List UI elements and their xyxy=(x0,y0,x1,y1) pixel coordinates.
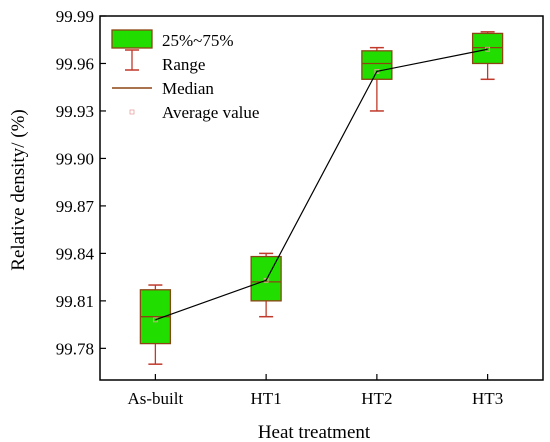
legend-mean-swatch xyxy=(129,109,135,115)
y-tick-label: 99.93 xyxy=(56,102,94,121)
mean-trend-line xyxy=(155,48,488,321)
legend-label: Average value xyxy=(162,103,259,122)
box-ht3 xyxy=(471,31,504,81)
y-axis-title: Relative density/ (%) xyxy=(8,109,29,270)
y-tick-label: 99.87 xyxy=(56,197,95,216)
legend-box-swatch xyxy=(111,29,153,49)
legend: 25%~75% Range Median Average value xyxy=(111,29,259,122)
x-axis-ticks: As-built HT1 HT2 HT3 xyxy=(128,374,503,408)
y-tick-label: 99.99 xyxy=(56,7,94,26)
legend-item-mean: Average value xyxy=(129,103,259,122)
y-tick-label: 99.96 xyxy=(56,54,94,73)
y-tick-label: 99.90 xyxy=(56,149,94,168)
x-tick-label: HT2 xyxy=(361,389,392,408)
box-ht1 xyxy=(250,252,282,318)
y-tick-label: 99.81 xyxy=(56,292,94,311)
legend-label: Median xyxy=(162,79,214,98)
mean-marker xyxy=(263,277,269,283)
y-tick-label: 99.84 xyxy=(56,244,95,263)
iqr-box xyxy=(250,255,282,302)
box-as-built xyxy=(139,284,172,365)
mean-marker xyxy=(152,317,158,323)
iqr-box xyxy=(471,32,504,65)
x-tick-label: HT3 xyxy=(472,389,503,408)
x-tick-label: As-built xyxy=(128,389,184,408)
y-axis-ticks: 99.78 99.81 99.84 99.87 99.90 99.93 99.96 99.99 xyxy=(56,7,106,358)
y-tick-label: 99.78 xyxy=(56,339,94,358)
legend-item-median: Median xyxy=(112,79,214,98)
iqr-box xyxy=(361,50,393,80)
legend-label: 25%~75% xyxy=(162,31,234,50)
legend-item-box: 25%~75% xyxy=(111,29,234,50)
box-series xyxy=(139,31,504,365)
legend-label: Range xyxy=(162,55,205,74)
x-axis-title: Heat treatment xyxy=(258,422,371,442)
plot-frame xyxy=(99,15,544,381)
box-ht2 xyxy=(361,46,393,112)
x-tick-label: HT1 xyxy=(251,389,282,408)
legend-item-range: Range xyxy=(125,49,205,74)
mean-line xyxy=(155,48,488,321)
plot-border xyxy=(99,15,544,381)
